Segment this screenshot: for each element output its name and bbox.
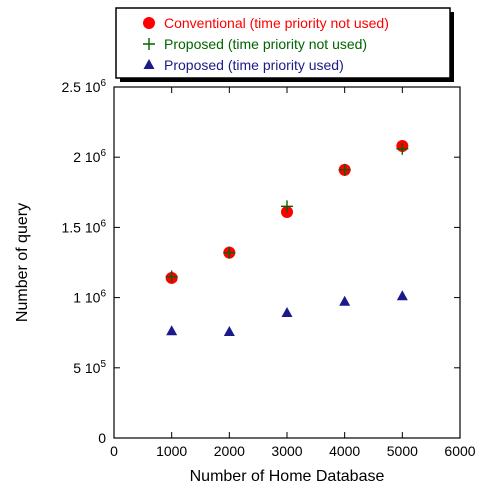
data-point-plus — [396, 142, 409, 155]
legend — [115, 7, 451, 79]
series-2 — [165, 142, 409, 283]
series-3 — [166, 290, 408, 336]
data-point-triangle — [339, 295, 351, 306]
y-tick-label: 0 — [98, 430, 106, 446]
x-tick-label: 6000 — [444, 443, 475, 459]
x-tick-label: 2000 — [214, 443, 245, 459]
y-tick-label: 2 106 — [73, 148, 106, 165]
plot-area — [113, 86, 461, 439]
data-point-plus — [223, 246, 236, 259]
x-axis-title: Number of Home Database — [190, 468, 385, 485]
x-tick-label: 1000 — [156, 443, 187, 459]
data-point-plus — [338, 163, 351, 176]
x-tick-label: 4000 — [329, 443, 360, 459]
y-tick-label: 5 105 — [73, 359, 106, 376]
y-axis-title: Number of query — [14, 203, 31, 322]
data-point-triangle — [396, 290, 408, 301]
y-tick-label: 2.5 106 — [62, 78, 107, 95]
x-tick-label: 0 — [110, 443, 118, 459]
x-tick-label: 5000 — [387, 443, 418, 459]
data-point-triangle — [166, 325, 178, 336]
legend-marker-plus — [143, 38, 155, 50]
data-point-triangle — [223, 325, 235, 336]
y-tick-label: 1.5 106 — [62, 218, 107, 235]
legend-label: Proposed (time priority not used) — [164, 36, 367, 52]
legend-label: Proposed (time priority used) — [164, 57, 344, 73]
data-point-triangle — [281, 307, 293, 318]
legend-marker-circle — [143, 17, 155, 29]
data-point-plus — [281, 200, 293, 213]
legend-marker-triangle — [143, 59, 155, 69]
x-tick-label: 3000 — [271, 443, 302, 459]
legend-label: Conventional (time priority not used) — [164, 15, 389, 31]
y-tick-label: 1 106 — [73, 289, 106, 306]
data-point-plus — [165, 270, 178, 283]
